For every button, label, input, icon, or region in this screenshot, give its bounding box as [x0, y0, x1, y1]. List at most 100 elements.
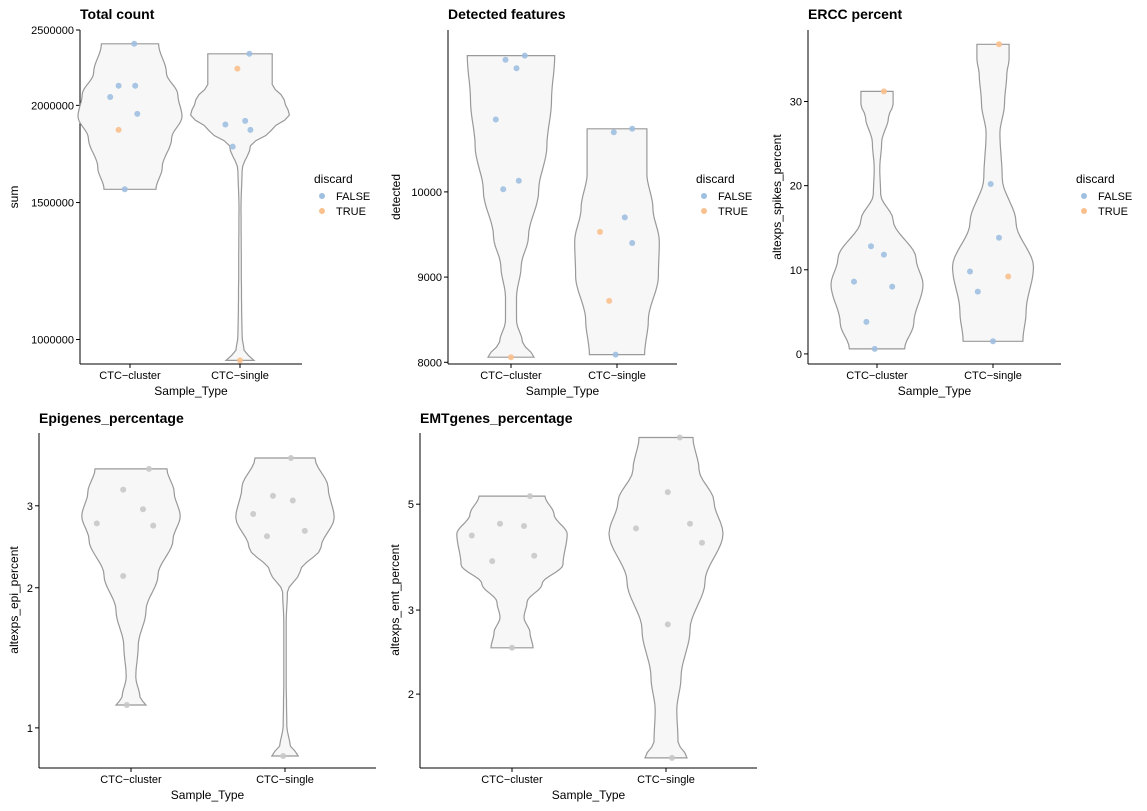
legend: discard FALSE TRUE [696, 172, 752, 218]
data-point [115, 126, 122, 133]
data-point [115, 82, 122, 89]
data-point [497, 520, 503, 527]
x-axis-label: Sample_Type [171, 788, 245, 802]
y-tick-label: 2 [27, 583, 33, 595]
data-point [237, 357, 243, 364]
data-point [492, 116, 499, 123]
data-point [246, 50, 253, 57]
data-point [863, 318, 870, 325]
data-point [610, 129, 617, 136]
data-point [270, 492, 276, 499]
panel-3: ERCC percent 0 10 20 30 CTC−cluster CTC−single… [770, 6, 1132, 398]
violin-ctc-single [189, 53, 291, 361]
data-point [633, 525, 639, 532]
data-point [515, 177, 522, 184]
data-point [664, 489, 671, 496]
legend-title: discard [696, 172, 735, 186]
data-point [606, 297, 613, 304]
y-tick-label: 1000000 [31, 334, 74, 346]
legend-swatch [319, 208, 325, 214]
data-point [629, 240, 636, 246]
data-point [687, 520, 693, 527]
panel-5: EMTgenes_percentage 2 3 5 CTC−cluster CTC−sin… [388, 410, 757, 802]
legend-label: TRUE [1098, 206, 1128, 218]
y-axis-label: sum [7, 186, 21, 209]
data-point [250, 511, 257, 517]
legend-label: FALSE [1098, 191, 1132, 203]
x-tick-label: CTC−single [637, 774, 695, 786]
data-point [880, 251, 887, 258]
data-point [146, 465, 152, 472]
y-tick-label: 0 [796, 349, 802, 361]
data-point [288, 455, 294, 461]
data-point [502, 56, 509, 63]
data-point [134, 110, 141, 117]
y-axis-label: altexps_spikes_percent [770, 134, 784, 260]
data-point [120, 486, 127, 493]
x-axis-label: Sample_Type [526, 384, 600, 398]
y-tick-label: 20 [790, 181, 802, 193]
x-tick-label: CTC−cluster [99, 370, 161, 382]
panel-title: Total count [80, 6, 155, 22]
x-tick-label: CTC−cluster [480, 370, 542, 382]
y-axis-label: altexps_epi_percent [7, 546, 21, 654]
legend-label: TRUE [336, 206, 366, 218]
data-point [140, 506, 146, 513]
data-point [234, 65, 241, 72]
data-point [242, 117, 249, 124]
panel-4: Epigenes_percentage 1 2 3 CTC−cluster CTC−sin… [7, 410, 376, 802]
panel-2: Detected features 8000 9000 10000 CTC−cluste… [389, 6, 752, 398]
legend-swatch [701, 193, 707, 199]
violin-ctc-cluster [81, 468, 181, 706]
violin-ctc-cluster [466, 55, 556, 358]
data-point [489, 558, 496, 565]
y-tick-label: 10 [790, 265, 802, 277]
data-point [868, 243, 874, 250]
data-point [132, 82, 139, 89]
legend-label: TRUE [718, 206, 748, 218]
legend-title: discard [314, 172, 353, 186]
data-point [621, 214, 628, 221]
data-point [531, 552, 538, 559]
legend-swatch [319, 193, 325, 199]
data-point [107, 94, 114, 100]
data-point [669, 754, 675, 761]
data-point [121, 186, 128, 193]
violin-ctc-single [574, 128, 660, 356]
data-point [880, 88, 887, 95]
data-point [93, 520, 100, 527]
data-point [974, 288, 981, 295]
x-axis-label: Sample_Type [154, 384, 228, 398]
panel-1: Total count 1000000 1500000 2000000 2500000 C… [7, 6, 370, 398]
x-axis-label: Sample_Type [898, 384, 972, 398]
y-tick-label: 2500000 [31, 25, 74, 37]
legend-label: FALSE [336, 191, 370, 203]
x-axis-label: Sample_Type [552, 788, 626, 802]
data-point [131, 40, 138, 47]
data-point [851, 278, 857, 285]
x-tick-label: CTC−cluster [100, 774, 162, 786]
y-axis-label: altexps_emt_percent [388, 544, 402, 656]
legend: discard FALSE TRUE [1076, 172, 1132, 218]
data-point [1005, 273, 1012, 280]
x-tick-label: CTC−single [211, 370, 269, 382]
data-point [597, 228, 603, 235]
y-tick-label: 1 [27, 723, 33, 735]
data-point [222, 121, 229, 128]
violin-ctc-single [608, 436, 724, 759]
y-tick-label: 1500000 [31, 198, 74, 210]
data-point [699, 539, 705, 546]
legend-swatch [1081, 193, 1087, 199]
y-tick-label: 3 [27, 501, 33, 513]
legend-label: FALSE [718, 191, 752, 203]
data-point [629, 125, 636, 132]
data-point [871, 345, 878, 352]
data-point [612, 351, 619, 358]
data-point [996, 41, 1002, 48]
data-point [280, 753, 287, 759]
panel-title: Detected features [448, 6, 566, 22]
data-point [508, 354, 514, 361]
x-tick-label: CTC−single [588, 370, 646, 382]
x-tick-label: CTC−single [964, 370, 1022, 382]
